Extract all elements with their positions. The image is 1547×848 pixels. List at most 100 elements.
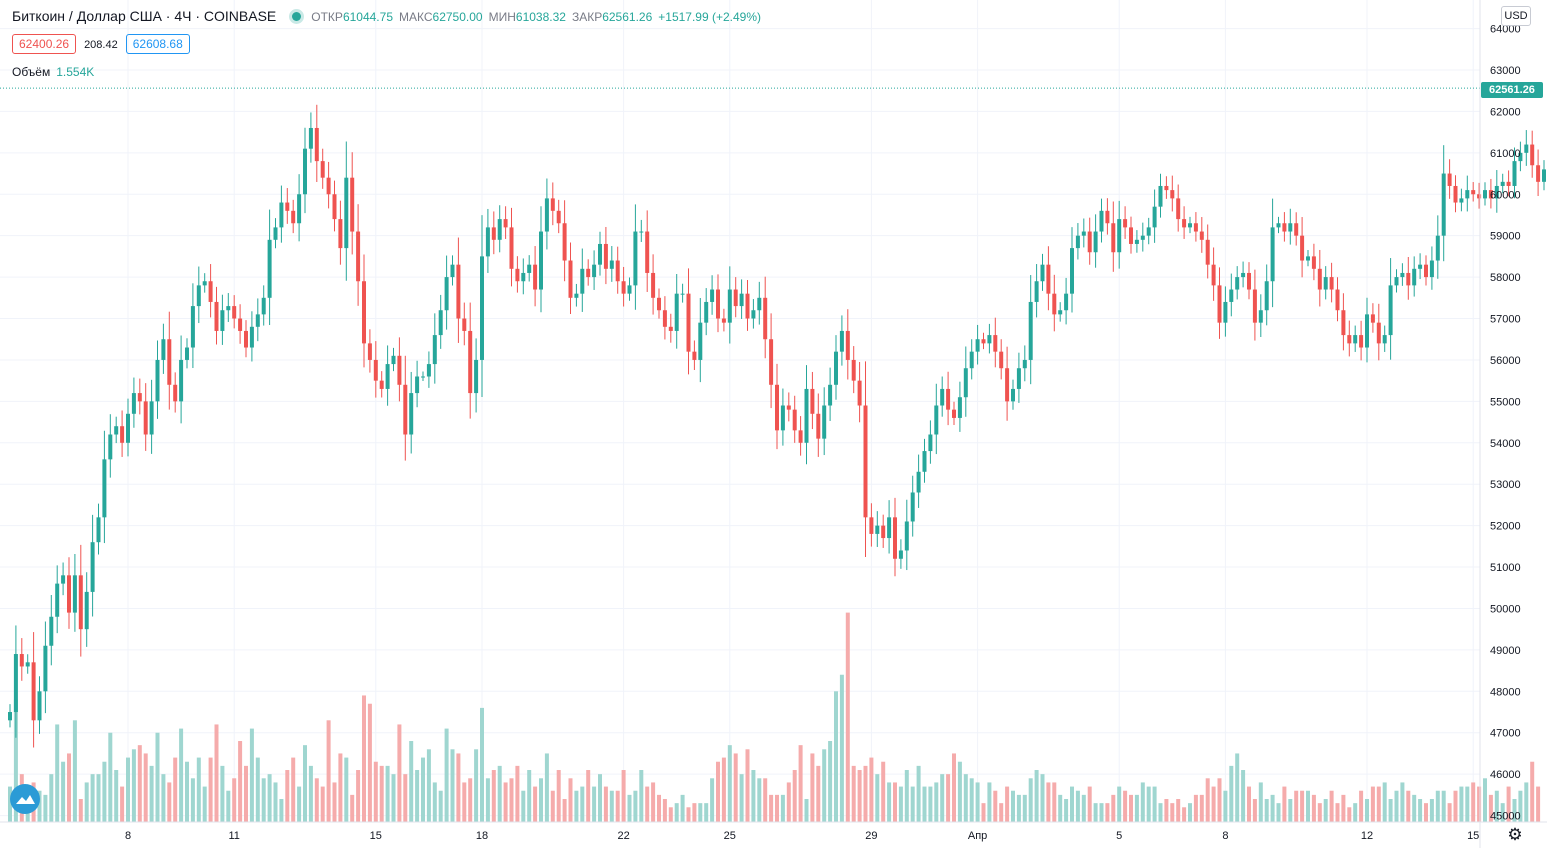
volume-bar (90, 774, 95, 822)
volume-bar (409, 741, 414, 822)
volume-bar (568, 778, 573, 822)
candle-body (1536, 165, 1541, 182)
time-tick-label: 18 (476, 830, 488, 842)
volume-bar (267, 774, 272, 822)
high-value: 62750.00 (432, 10, 483, 24)
volume-bar (710, 778, 715, 822)
volume-bar (320, 786, 325, 822)
sell-price-button[interactable]: 62400.26 (12, 34, 77, 54)
volume-bar (1105, 803, 1110, 822)
candle-body (657, 297, 661, 311)
volume-bar (1471, 782, 1476, 822)
candle-body (916, 471, 921, 493)
candle-body (999, 351, 1004, 369)
volume-bar (721, 757, 726, 822)
candle-body (987, 335, 992, 344)
volume-bar (1140, 782, 1145, 822)
candle-body (969, 351, 974, 369)
bid-ask-row: 62400.26 208.42 62608.68 (12, 34, 190, 54)
candle-body (910, 492, 915, 522)
volume-bar (462, 782, 467, 822)
candle-body (31, 662, 36, 721)
candle-body (1075, 235, 1080, 249)
candle-body (332, 194, 337, 220)
candle-body (285, 202, 290, 211)
candle-body (485, 227, 490, 257)
time-tick-label: 5 (1116, 830, 1122, 842)
candle-body (1164, 185, 1169, 191)
candle-body (1282, 223, 1287, 232)
volume-bar (515, 765, 520, 822)
volume-bar (775, 794, 779, 822)
market-status-icon (292, 12, 302, 22)
volume-bar (249, 728, 254, 822)
volume-bar (680, 794, 685, 822)
candle-body (1494, 185, 1499, 199)
candle-body (651, 272, 656, 298)
candle-body (1123, 219, 1128, 228)
volume-bar (444, 728, 449, 822)
candle-body (1335, 289, 1340, 311)
candle-body (733, 289, 738, 307)
volume-bar (415, 770, 420, 822)
candle-body (521, 272, 526, 282)
candle-body (344, 177, 349, 249)
candle-body (503, 219, 508, 228)
candle-body (13, 654, 18, 713)
candle-body (1129, 227, 1133, 244)
volume-label[interactable]: Объём (12, 65, 51, 79)
candle-body (1353, 335, 1358, 344)
volume-bar (61, 761, 66, 822)
time-axis[interactable]: 8 11 15 18 22 25 29 Апр 5 8 12 15 (125, 830, 1479, 842)
volume-bar (297, 786, 302, 822)
buy-price-button[interactable]: 62608.68 (125, 34, 190, 54)
candle-body (214, 301, 219, 331)
volume-bar (521, 790, 526, 822)
volume-bar (1046, 782, 1051, 822)
candle-body (185, 347, 189, 360)
time-tick-label: 8 (125, 830, 131, 842)
candle-body (1429, 260, 1434, 278)
symbol-title[interactable]: Биткоин / Доллар США · 4Ч · COINBASE (12, 8, 277, 24)
candle-body (993, 335, 998, 352)
candle-body (49, 616, 54, 646)
price-axis[interactable]: 64000 63000 62000 61000 60000 59000 58000 57000… (1490, 24, 1521, 823)
volume-bar (1388, 799, 1393, 822)
candle-body (1453, 185, 1458, 203)
candle-body (438, 310, 443, 336)
candle-body (1418, 264, 1423, 269)
volume-bar (857, 770, 862, 822)
candle-body (255, 314, 260, 327)
candle-body (568, 260, 573, 298)
currency-button[interactable]: USD (1501, 6, 1531, 26)
candle-body (432, 335, 437, 365)
candle-body (556, 210, 561, 224)
candle-body (1542, 169, 1546, 182)
candle-body (952, 409, 956, 418)
last-price-tag: 62561.26 (1481, 82, 1543, 98)
time-tick-label: 15 (370, 830, 382, 842)
candle-body (1329, 277, 1334, 290)
volume-bar (1040, 774, 1045, 822)
candle-body (839, 330, 844, 352)
candle-body (1140, 235, 1145, 240)
volume-bar (1264, 799, 1269, 822)
price-tick-label: 49000 (1490, 645, 1521, 657)
volume-bar (1093, 803, 1098, 822)
tradingview-logo-icon[interactable] (10, 784, 40, 814)
volume-bar (190, 778, 195, 822)
candle-body (1152, 206, 1157, 228)
candle-body (1500, 181, 1505, 186)
settings-gear-icon[interactable]: ⚙ (1507, 825, 1523, 844)
volume-bar (845, 612, 850, 822)
volume-bar (981, 803, 986, 822)
candle-body (627, 285, 632, 294)
candle-body (550, 198, 555, 211)
volume-bar (1081, 794, 1086, 822)
candle-body (775, 384, 779, 431)
candle-body (598, 243, 602, 265)
candle-body (963, 368, 968, 398)
candle-body (574, 293, 579, 298)
candle-body (362, 281, 366, 344)
